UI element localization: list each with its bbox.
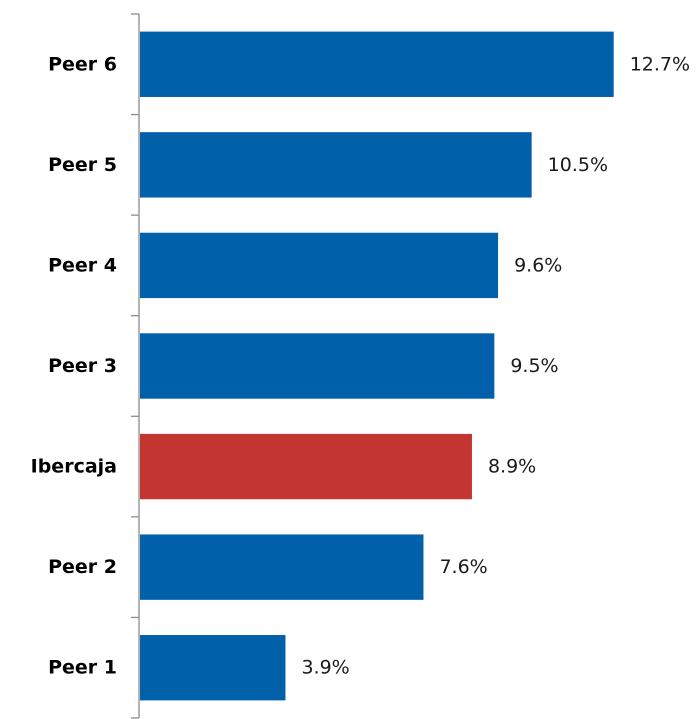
category-label: Peer 3 bbox=[48, 355, 117, 377]
value-label: 9.5% bbox=[510, 355, 558, 377]
bar-ibercaja bbox=[140, 433, 472, 500]
bars bbox=[140, 31, 614, 701]
category-label: Peer 2 bbox=[48, 556, 117, 578]
value-label: 10.5% bbox=[548, 154, 608, 176]
category-label: Peer 1 bbox=[48, 657, 117, 679]
bar-peer-5 bbox=[140, 132, 532, 198]
category-label: Peer 5 bbox=[48, 154, 117, 176]
bar-peer-6 bbox=[140, 31, 614, 97]
value-label: 8.9% bbox=[488, 456, 536, 478]
category-labels: Peer 6 Peer 5 Peer 4 Peer 3 Ibercaja Peer 2 Pe… bbox=[31, 53, 117, 678]
value-label: 12.7% bbox=[630, 53, 690, 75]
value-label: 3.9% bbox=[301, 657, 349, 679]
value-labels: 12.7% 10.5% 9.6% 9.5% 8.9% 7.6% 3.9% bbox=[301, 53, 690, 678]
value-label: 9.6% bbox=[514, 254, 562, 276]
bar-peer-4 bbox=[140, 232, 499, 299]
category-label: Peer 4 bbox=[48, 254, 117, 276]
category-label: Peer 6 bbox=[48, 53, 117, 75]
bar-peer-2 bbox=[140, 534, 424, 600]
category-label: Ibercaja bbox=[31, 456, 117, 478]
bar-peer-1 bbox=[140, 635, 286, 701]
axis-ticks bbox=[131, 13, 139, 719]
value-label: 7.6% bbox=[439, 556, 487, 578]
bar-peer-3 bbox=[140, 333, 495, 399]
